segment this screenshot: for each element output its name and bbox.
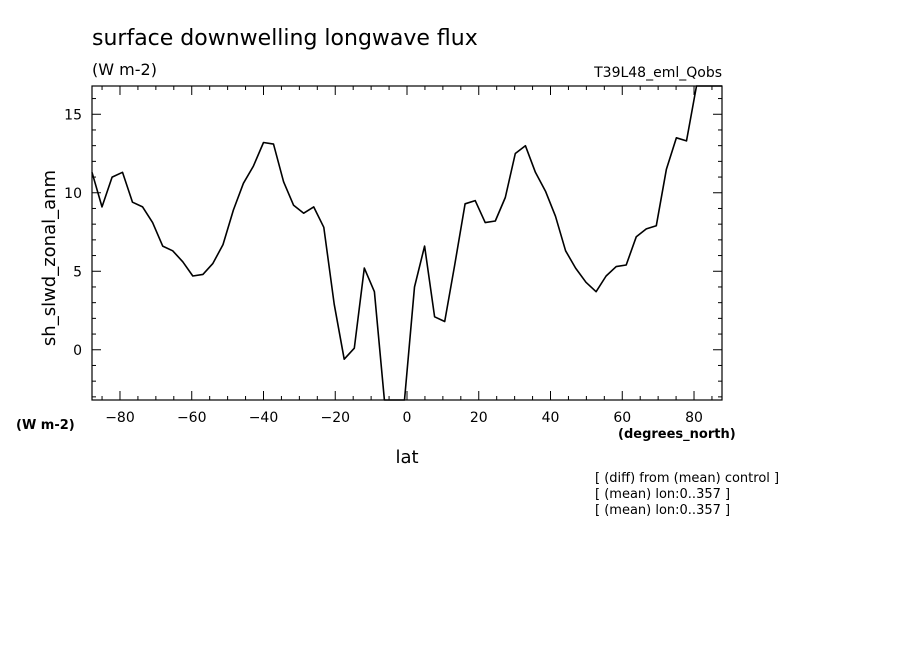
x-tick-label: 0 [403, 410, 412, 426]
note-line: [ (mean) lon:0..357 ] [595, 503, 730, 518]
x-tick-label: −40 [249, 410, 279, 426]
y-tick-label: 15 [64, 107, 82, 123]
note-line: [ (diff) from (mean) control ] [595, 471, 779, 486]
x-tick-label: −80 [105, 410, 135, 426]
title-units: (W m-2) [92, 60, 157, 79]
x-tick-label: −20 [320, 410, 350, 426]
y-tick-label: 10 [64, 186, 82, 202]
y-axis-label: sh_slwd_zonal_anm [39, 170, 60, 346]
plot-frame [91, 85, 723, 401]
x-tick-label: −60 [177, 410, 207, 426]
series-line [91, 85, 722, 401]
x-tick-label: 40 [542, 410, 560, 426]
x-tick-label: 80 [685, 410, 703, 426]
x-tick-label: 20 [470, 410, 488, 426]
x-axis-label: lat [395, 447, 418, 468]
x-tick-label: 60 [613, 410, 631, 426]
y-tick-label: 5 [73, 264, 82, 280]
note-line: [ (mean) lon:0..357 ] [595, 487, 730, 502]
y-tick-label: 0 [73, 343, 82, 359]
axis-tick-labels: −80 −60 −40 −20 0 20 40 60 80 0 5 10 15 [64, 107, 703, 426]
chart-title: surface downwelling longwave flux [92, 26, 478, 51]
run-name: T39L48_eml_Qobs [593, 65, 722, 81]
y-axis-units: (W m-2) [16, 418, 75, 433]
x-axis-units: (degrees_north) [618, 427, 736, 442]
axis-ticks [92, 86, 722, 400]
